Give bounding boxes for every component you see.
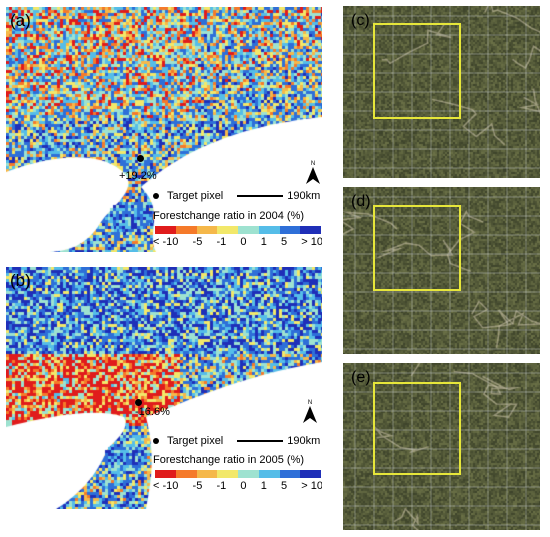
- color-tick-label: < -10: [153, 480, 179, 492]
- target-change-value: +19.2%: [119, 170, 157, 182]
- target-pixel-marker: [135, 399, 142, 406]
- color-swatch: [279, 226, 301, 234]
- color-swatch: [196, 226, 218, 234]
- color-bar-ticks: < -10 -5 -1 0 1 5 > 10: [153, 480, 322, 492]
- target-area-box: [373, 23, 461, 119]
- target-area-box: [373, 382, 461, 475]
- color-swatch: [238, 226, 259, 234]
- scale-bar: [237, 195, 284, 197]
- panel-label: (d): [351, 193, 371, 210]
- color-tick-label: -5: [192, 480, 203, 492]
- legend-target-label: Target pixel: [167, 435, 224, 447]
- legend-target-row: Target pixel 190km: [153, 435, 320, 447]
- svg-text:N: N: [308, 400, 312, 406]
- color-swatch: [175, 470, 197, 478]
- north-arrow-icon: N: [306, 161, 320, 184]
- target-dot-icon: [153, 438, 159, 444]
- color-swatch: [300, 470, 321, 478]
- target-pixel-marker: [137, 155, 144, 162]
- color-tick-label: > 10: [301, 236, 322, 248]
- forest-change-map-2004: (a) +19.2% N Target pixel 190km Forestch…: [6, 7, 322, 252]
- forest-change-raster: [6, 7, 322, 252]
- color-tick-label: -1: [216, 480, 227, 492]
- north-arrow-icon: N: [303, 400, 317, 423]
- target-dot-icon: [153, 193, 159, 199]
- target-area-box: [373, 205, 461, 291]
- color-swatch: [258, 226, 280, 234]
- color-tick-label: 5: [280, 480, 288, 492]
- legend-title: Forestchange ratio in 2005 (%): [153, 454, 305, 466]
- svg-text:N: N: [311, 161, 315, 167]
- grid-overlay: [343, 187, 540, 354]
- forest-change-raster: [6, 267, 322, 509]
- color-tick-label: -5: [192, 236, 203, 248]
- color-swatch: [155, 226, 176, 234]
- legend-target-label: Target pixel: [167, 190, 224, 202]
- color-tick-label: 1: [260, 236, 267, 248]
- forest-change-map-2005: (b) -16.6% N Target pixel 190km Forestch…: [6, 267, 322, 509]
- color-tick-label: 1: [260, 480, 267, 492]
- color-swatch: [217, 470, 238, 478]
- panel-label: (b): [10, 271, 31, 290]
- color-tick-label: < -10: [153, 236, 179, 248]
- color-swatch: [155, 470, 176, 478]
- color-bar: [155, 226, 321, 234]
- panel-label: (c): [351, 12, 370, 29]
- color-tick-label: 0: [240, 236, 247, 248]
- satellite-image-c: (c): [343, 6, 540, 178]
- panel-label: (e): [351, 369, 371, 386]
- color-tick-label: 5: [280, 236, 288, 248]
- color-bar-ticks: < -10 -5 -1 0 1 5 > 10: [153, 236, 322, 248]
- color-tick-label: -1: [216, 236, 227, 248]
- color-swatch: [175, 226, 197, 234]
- color-tick-label: > 10: [301, 480, 322, 492]
- color-swatch: [258, 470, 280, 478]
- color-swatch: [196, 470, 218, 478]
- panel-label: (a): [10, 11, 31, 30]
- color-swatch: [279, 470, 301, 478]
- target-change-value: -16.6%: [135, 406, 170, 418]
- legend-target-row: Target pixel 190km: [153, 190, 320, 202]
- color-swatch: [300, 226, 321, 234]
- color-bar: [155, 470, 321, 478]
- color-swatch: [217, 226, 238, 234]
- satellite-image-d: (d): [343, 187, 540, 354]
- scale-label: 190km: [287, 190, 321, 202]
- legend-title: Forestchange ratio in 2004 (%): [153, 210, 305, 222]
- satellite-image-e: (e): [343, 363, 540, 530]
- scale-bar: [237, 440, 284, 442]
- grid-overlay: [343, 363, 540, 530]
- color-swatch: [238, 470, 259, 478]
- color-tick-label: 0: [240, 480, 247, 492]
- scale-label: 190km: [287, 435, 321, 447]
